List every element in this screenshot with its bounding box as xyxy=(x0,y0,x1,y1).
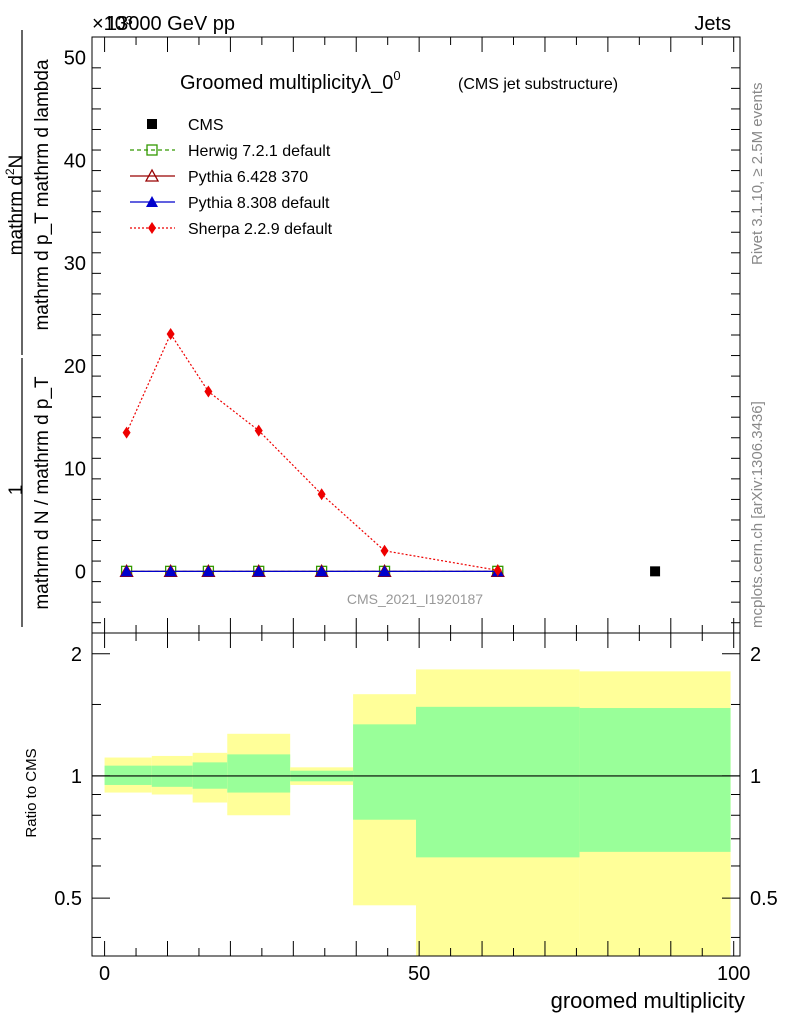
data-point xyxy=(164,565,177,577)
chart-title-main: Groomed multiplicityλ_0 xyxy=(180,72,393,94)
legend: CMS Herwig 7.2.1 default Pythia 6.428 370 P… xyxy=(130,117,333,238)
data-point xyxy=(493,564,502,577)
legend-marker xyxy=(148,222,156,234)
rivet-version-label: Rivet 3.1.10, ≥ 2.5M events xyxy=(749,83,766,266)
ratio-y-label: Ratio to CMS xyxy=(23,748,40,837)
y-tick-label: 30 xyxy=(64,253,86,275)
ratio-band-green xyxy=(579,708,731,852)
data-point xyxy=(202,565,215,577)
chart-title: Groomed multiplicityλ_00 xyxy=(180,68,401,94)
mcplots-label: mcplots.cern.ch [arXiv:1306.3436] xyxy=(749,401,766,628)
main-series-group xyxy=(119,327,661,577)
legend-marker xyxy=(144,168,160,182)
y-tick-label: 0 xyxy=(75,561,86,583)
data-point xyxy=(120,565,133,577)
y-label-prefactor-num: 1 xyxy=(6,485,27,496)
y-tick-label: 40 xyxy=(64,150,86,172)
y-label-numerator-tail: N xyxy=(6,155,27,169)
chart-subtitle: (CMS jet substructure) xyxy=(458,76,618,93)
data-point xyxy=(254,424,263,437)
data-point xyxy=(317,488,326,501)
header-process-label: Jets xyxy=(694,13,731,35)
y-label-prefactor-den-main: mathrm d N / mathrm d p_T xyxy=(32,376,53,610)
ratio-axis-ticks: 0.5 0.5 1 1 2 2 0 50 100 xyxy=(54,633,778,985)
y-label-denominator: mathrm d p_T mathrm d lambda xyxy=(32,59,53,330)
ratio-y-tick-label: 0.5 xyxy=(54,888,82,910)
x-tick-label: 100 xyxy=(717,963,750,985)
ratio-band-green xyxy=(104,765,152,785)
legend-label: Herwig 7.2.1 default xyxy=(188,143,331,160)
ratio-y-tick-label-right: 0.5 xyxy=(750,888,778,910)
y-tick-label: 10 xyxy=(64,459,86,481)
ratio-band-green xyxy=(353,724,416,820)
main-y-axis-label: 1 mathrm d N / mathrm d p_T mathrm d2N m… xyxy=(3,30,53,627)
y-scale-exponent: ×10³ xyxy=(92,13,133,35)
data-point xyxy=(204,385,213,398)
y-label-prefactor-den: mathrm d N / mathrm d p_T xyxy=(32,376,53,610)
main-axis-ticks: 0 10 20 30 40 50 xyxy=(64,37,740,633)
chart-title-sup: 0 xyxy=(393,68,400,83)
header-energy-label: 13000 GeV pp xyxy=(106,13,235,35)
x-tick-label: 50 xyxy=(408,963,430,985)
analysis-watermark: CMS_2021_I1920187 xyxy=(347,591,483,607)
legend-marker xyxy=(146,196,158,207)
legend-label: Pythia 6.428 370 xyxy=(188,169,308,186)
ratio-bands xyxy=(92,669,740,956)
x-tick-label: 0 xyxy=(99,963,110,985)
ratio-panel: 0.5 0.5 1 1 2 2 0 50 100 Ratio to CMS groomed mu… xyxy=(23,632,778,1013)
data-point xyxy=(166,327,175,340)
ratio-y-tick-label: 2 xyxy=(71,644,82,666)
legend-label: Sherpa 2.2.9 default xyxy=(188,221,333,238)
legend-label: Pythia 8.308 default xyxy=(188,195,330,212)
data-point xyxy=(122,426,131,439)
legend-marker xyxy=(147,119,157,129)
ratio-band-green xyxy=(416,706,580,858)
ratio-band-green xyxy=(227,754,291,793)
y-label-numerator-sup: 2 xyxy=(3,168,17,175)
y-label-numerator: mathrm d2N xyxy=(3,155,27,256)
data-point xyxy=(378,565,391,577)
series-line xyxy=(126,332,498,571)
y-tick-label: 50 xyxy=(64,48,86,70)
legend-label: CMS xyxy=(188,117,224,134)
ratio-y-tick-label: 1 xyxy=(71,766,82,788)
data-point xyxy=(252,565,265,577)
legend-marker xyxy=(146,144,158,156)
ratio-y-tick-label-right: 1 xyxy=(750,766,761,788)
y-label-numerator-main: mathrm d xyxy=(6,175,27,255)
y-tick-label: 20 xyxy=(64,356,86,378)
x-axis-label: groomed multiplicity xyxy=(551,988,745,1013)
data-point xyxy=(380,544,389,557)
ratio-y-tick-label-right: 2 xyxy=(750,644,761,666)
data-point xyxy=(315,565,328,577)
data-point xyxy=(650,566,661,577)
